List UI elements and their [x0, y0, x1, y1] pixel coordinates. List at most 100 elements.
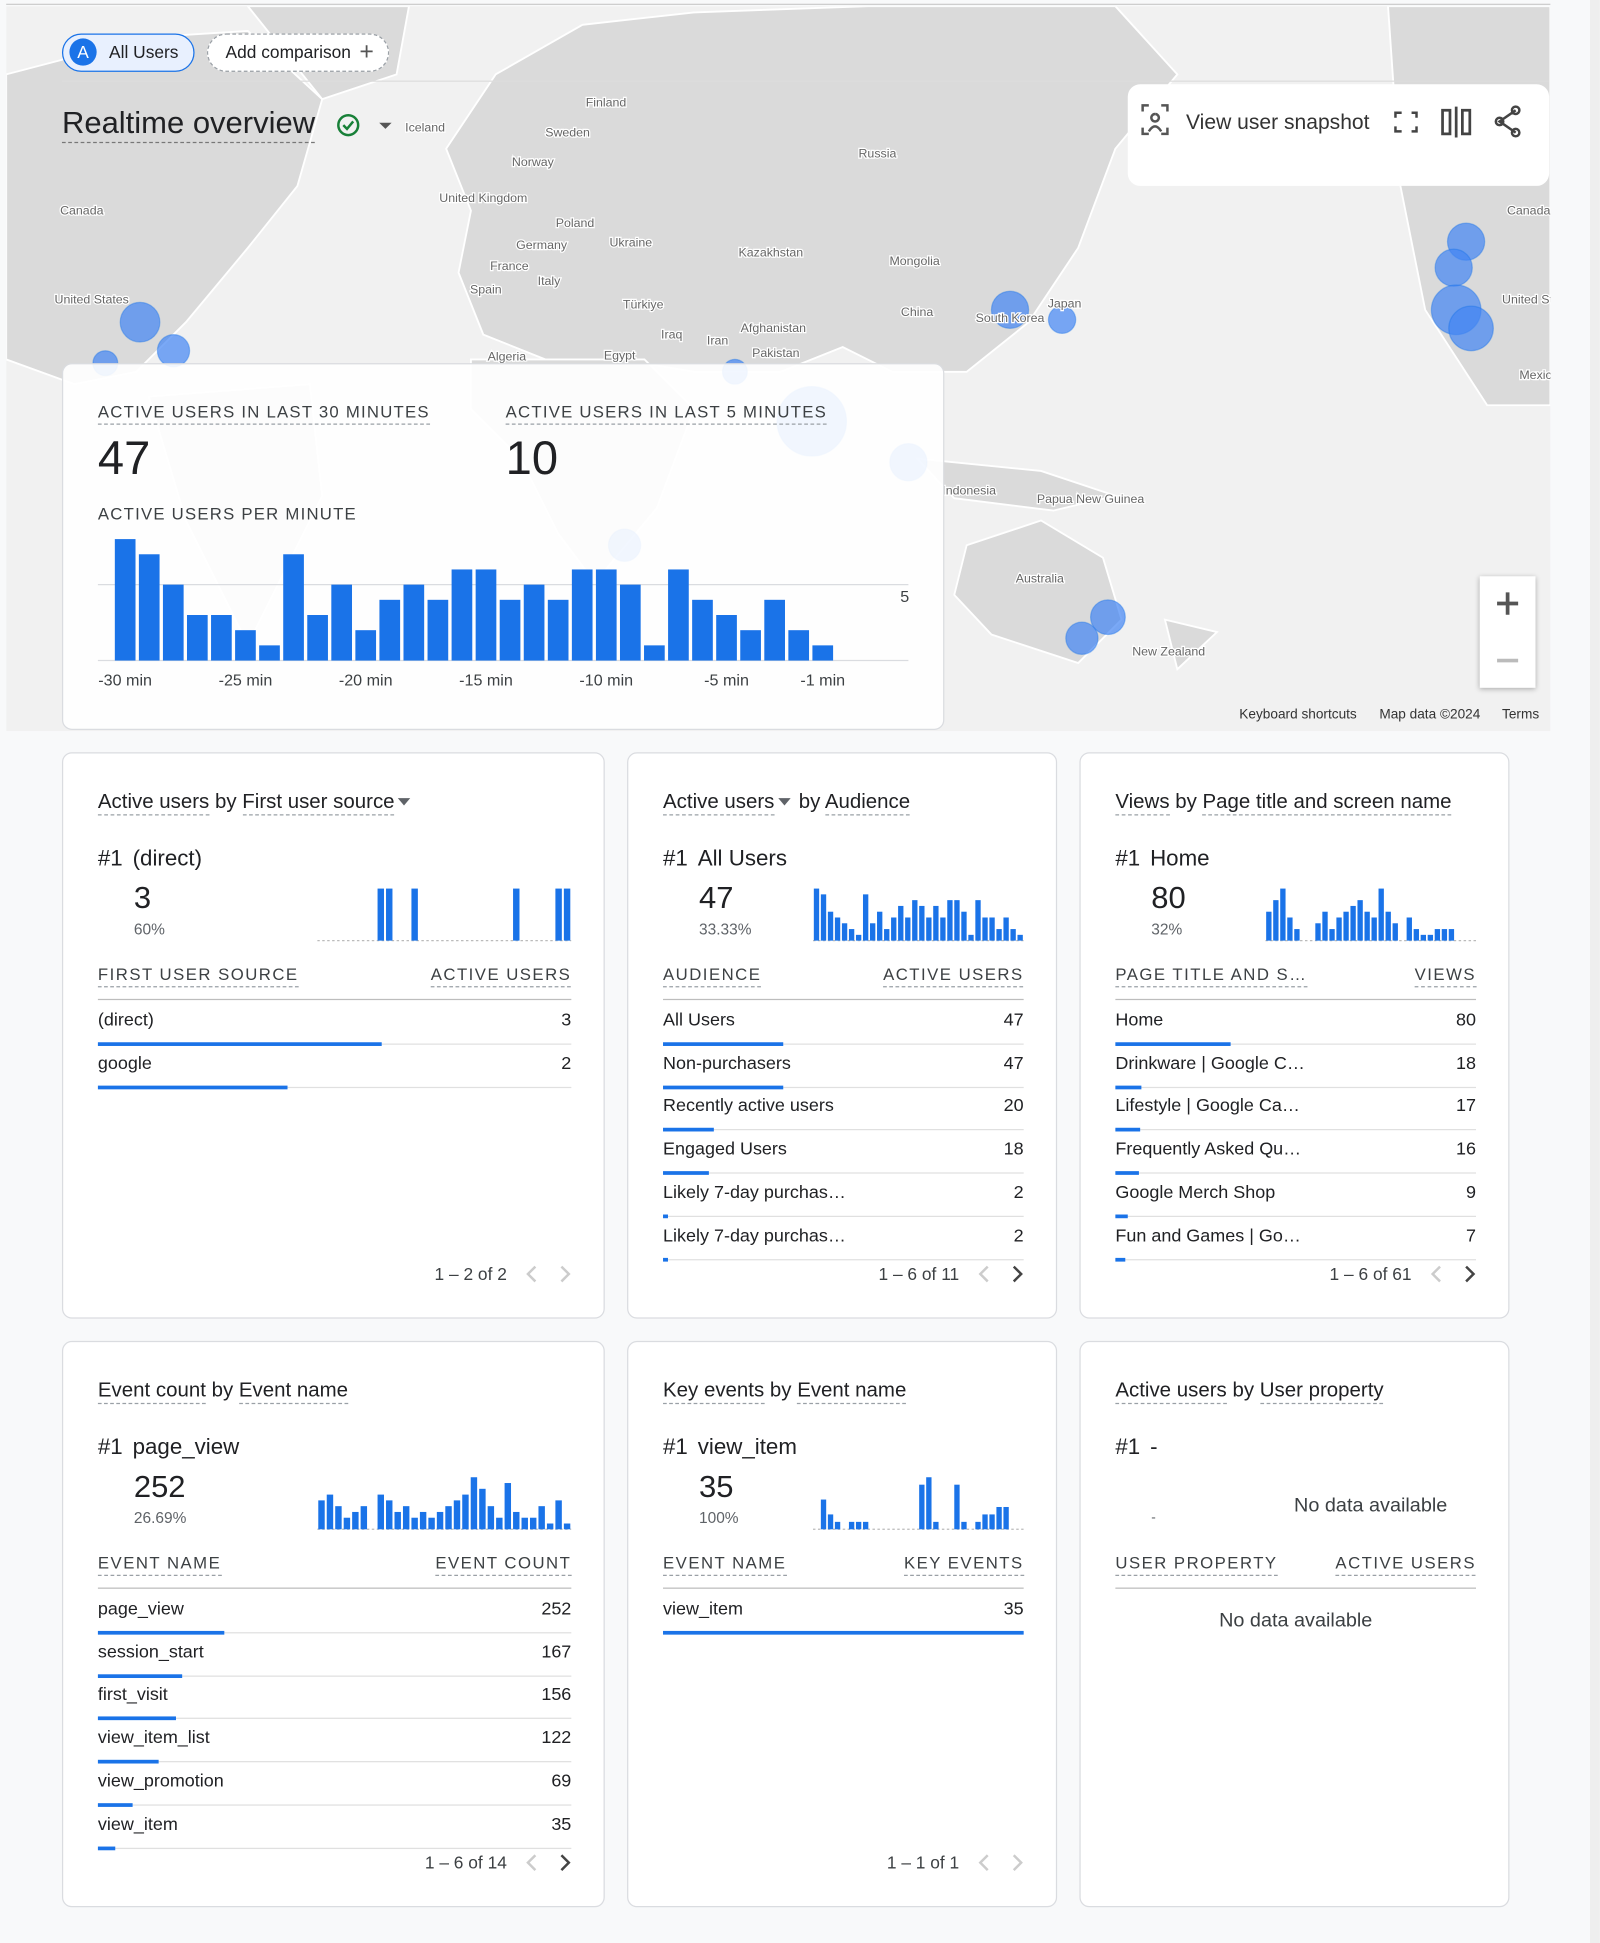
map-label: United States — [1502, 293, 1550, 307]
row-name: Fun and Games | Go… — [1115, 1225, 1301, 1246]
title-metric[interactable]: Key events — [663, 1379, 765, 1405]
row-bar — [97, 1845, 116, 1850]
title-joiner: by — [769, 1379, 792, 1402]
title-dimension[interactable]: Event name — [797, 1379, 907, 1405]
title-dimension[interactable]: First user source — [242, 790, 395, 816]
title-metric[interactable]: Event count — [97, 1379, 206, 1405]
report-card: Event count by Event name #1 page_view 252 2… — [61, 1340, 605, 1908]
next-page[interactable] — [1012, 1265, 1023, 1283]
view-user-snapshot[interactable]: View user snapshot — [1186, 110, 1370, 134]
sparkline-bar — [820, 1499, 827, 1530]
next-page[interactable] — [560, 1854, 571, 1871]
row-value: 35 — [551, 1814, 572, 1835]
map-label: Sweden — [545, 125, 590, 139]
next-page[interactable] — [1465, 1265, 1476, 1283]
title-dimension[interactable]: Audience — [824, 790, 911, 816]
sparkline-bar — [1329, 929, 1335, 941]
map-attribution: Terms — [1502, 707, 1540, 723]
sparkline-bar — [343, 1517, 351, 1530]
share-icon[interactable] — [1494, 105, 1521, 138]
column-header: KEY EVENTS — [904, 1553, 1024, 1576]
column-header: FIRST USER SOURCE — [97, 964, 299, 987]
bar — [812, 645, 834, 661]
title-dimension[interactable]: User property — [1259, 1379, 1384, 1405]
prev-page[interactable] — [978, 1265, 989, 1283]
title-metric[interactable]: Views — [1115, 790, 1170, 816]
rank: #1 — [1115, 1434, 1141, 1460]
zoom-in[interactable] — [1497, 592, 1519, 615]
sparkline-bar — [975, 900, 981, 941]
snapshot-icon — [1141, 104, 1169, 136]
sparkline-bar — [1280, 888, 1286, 941]
row-divider — [97, 1761, 572, 1763]
top-percent: 60% — [133, 920, 165, 938]
sparkline-bar — [377, 888, 384, 941]
sparkline-bar — [855, 934, 862, 941]
sparkline-bar — [996, 1506, 1002, 1530]
fullscreen-icon[interactable] — [1394, 111, 1418, 133]
sparkline-bar — [827, 911, 834, 941]
row-bar — [1115, 1214, 1129, 1218]
row-divider — [663, 1258, 1024, 1260]
title-metric[interactable]: Active users — [1115, 1379, 1227, 1405]
bar — [788, 630, 810, 661]
row-value: 47 — [1003, 1053, 1024, 1074]
add-comparison-chip[interactable]: Add comparison + — [206, 33, 390, 72]
dropdown[interactable] — [379, 122, 392, 129]
row-divider — [1115, 1258, 1477, 1260]
sparkline-bar — [546, 1523, 554, 1530]
column-header: ACTIVE USERS — [883, 964, 1024, 987]
dropdown-arrow[interactable] — [398, 797, 411, 812]
report-card: Key events by Event name #1 view_item 35 100… — [627, 1340, 1058, 1908]
x-tick-label: -15 min — [459, 671, 513, 689]
row-divider — [1115, 1043, 1477, 1045]
top-name: All Users — [697, 845, 787, 871]
map-label: Japan — [1048, 296, 1082, 310]
map-label: Italy — [538, 274, 562, 288]
sparkline-bar — [1294, 929, 1300, 941]
row-value: 35 — [1003, 1599, 1024, 1620]
row-value: 20 — [1003, 1096, 1024, 1117]
row-bar — [97, 1759, 160, 1764]
title-dimension[interactable]: Event name — [238, 1379, 349, 1405]
report-card: Active users by Audience #1 All Users 47 33.… — [627, 752, 1058, 1319]
title-metric[interactable]: Active users — [97, 790, 210, 816]
next-page[interactable] — [1012, 1854, 1023, 1871]
row-name: google — [97, 1053, 152, 1074]
sparkline-bar — [1322, 911, 1328, 941]
toolbar: View user snapshot — [1127, 84, 1550, 186]
title-dimension[interactable]: Page title and screen name — [1202, 790, 1452, 816]
sparkline-bar — [891, 917, 897, 941]
prev-page[interactable] — [1430, 1265, 1441, 1283]
compare-icon[interactable] — [1441, 106, 1472, 138]
metric-value: 47 — [97, 432, 151, 485]
dropdown-arrow[interactable] — [778, 797, 791, 812]
row-divider — [663, 1215, 1024, 1217]
row-name: All Users — [663, 1010, 735, 1031]
row-divider — [97, 1086, 572, 1088]
bar — [355, 630, 377, 661]
scrollbar — [1590, 0, 1600, 1943]
title-metric[interactable]: Active users — [663, 790, 775, 816]
empty-message: No data available — [1219, 1610, 1373, 1632]
bar — [692, 599, 713, 661]
segment-chip[interactable]: A All Users — [61, 33, 195, 72]
prev-page[interactable] — [978, 1854, 989, 1871]
next-page[interactable] — [560, 1265, 571, 1283]
prev-page[interactable] — [526, 1265, 537, 1283]
row-divider — [663, 1043, 1024, 1045]
sparkline-bar — [926, 917, 932, 941]
prev-page[interactable] — [526, 1854, 537, 1871]
row-name: Google Merch Shop — [1115, 1182, 1276, 1203]
row-divider — [1115, 1086, 1477, 1088]
sparkline-bar — [529, 1517, 537, 1530]
sparkline-bar — [1434, 929, 1441, 941]
row-bar — [97, 1802, 133, 1807]
sparkline-bar — [1427, 934, 1434, 941]
row-value: 7 — [1465, 1225, 1477, 1246]
sparkline-bar — [513, 888, 520, 941]
row-value: 80 — [1456, 1010, 1477, 1031]
row-name: first_visit — [97, 1685, 168, 1706]
map-label: United States — [55, 293, 129, 307]
